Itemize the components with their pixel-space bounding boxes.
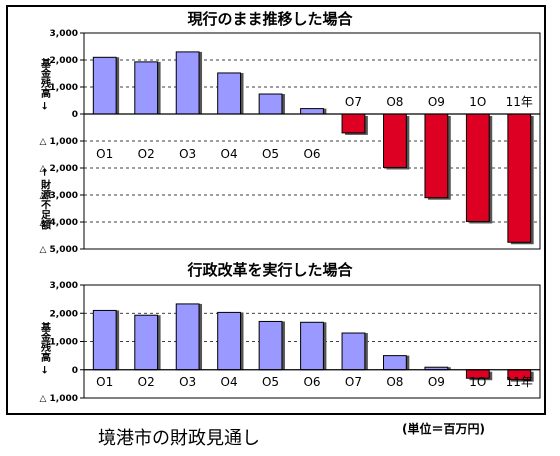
bar-O4 [217,72,241,115]
y-tick-label: 2,000 [50,309,78,319]
y-tick-label: 3,000 [50,29,78,39]
bar-O6 [300,108,324,115]
bar-O3 [175,51,200,115]
bar-O9 [424,113,449,199]
bar-O8 [383,113,407,168]
bar-O5 [258,320,283,371]
category-label: O1 [96,147,113,161]
bar-O2 [134,61,159,115]
category-label: O5 [262,147,279,161]
category-label: O4 [221,375,238,389]
category-label: O4 [221,147,238,161]
chart-title-1: 現行のまま推移した場合 [187,10,353,28]
unit-note: (単位＝百万円) [402,422,485,436]
y-tick-label: △ 4,000 [39,218,78,228]
y-tick-label: △ 5,000 [39,245,78,255]
bar-O7 [341,332,366,371]
bar-O1 [92,56,117,115]
y-axis-label: ← 財源不足額 [39,168,52,231]
y-tick-label: 2,000 [50,56,78,66]
y-tick-label: 0 [72,110,78,120]
bar-O2 [134,314,159,371]
category-label: O5 [262,375,279,389]
category-label: O8 [386,375,403,389]
bar-O7 [341,113,366,134]
category-label: O7 [345,95,362,109]
bar-O1 [92,309,117,371]
bar-O5 [258,93,283,115]
y-tick-label: 1,000 [50,338,78,348]
y-tick-label: △ 2,000 [39,164,78,174]
chart-title-2: 行政改革を実行した場合 [186,261,353,279]
y-tick-label: △ 1,000 [39,137,78,147]
y-tick-label: 1,000 [50,83,78,93]
bar-O3 [175,303,200,371]
y-tick-label: △ 3,000 [39,191,78,201]
y-tick-label: 0 [72,366,78,376]
category-label: O2 [138,147,155,161]
category-label: O1 [96,375,113,389]
category-label: 1O [469,375,486,389]
category-label: O7 [345,375,362,389]
category-label: O2 [138,375,155,389]
category-label: 1O [469,95,486,109]
footer-title: 境港市の財政見通し [98,428,260,449]
category-label: 11年 [506,95,533,109]
category-label: O3 [179,147,196,161]
category-label: O8 [386,95,403,109]
y-tick-label: 3,000 [50,281,78,291]
bar-O8 [383,355,407,371]
bar-O4 [217,311,241,371]
y-axis-label: 基金残高 → [39,321,52,374]
bar-O6 [300,321,324,371]
category-label: 11年 [506,375,533,389]
category-label: O9 [428,375,445,389]
bar-1O [465,113,490,222]
category-label: O6 [303,375,320,389]
y-axis-label: 基金残高 → [39,57,52,110]
category-label: O9 [428,95,445,109]
bar-11年 [507,113,532,243]
category-label: O6 [303,147,320,161]
category-label: O3 [179,375,196,389]
y-tick-label: △ 1,000 [39,394,78,404]
